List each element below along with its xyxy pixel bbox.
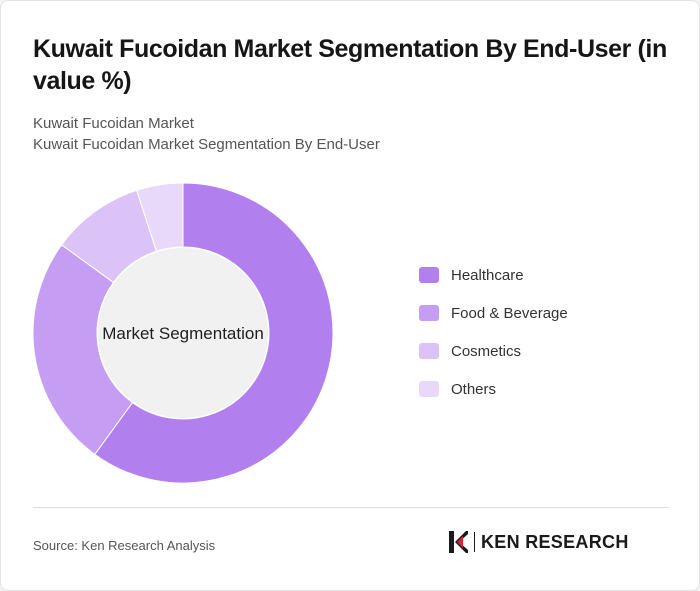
legend-swatch bbox=[419, 343, 439, 359]
legend-item-others: Others bbox=[419, 378, 568, 400]
legend-item-cosmetics: Cosmetics bbox=[419, 340, 568, 362]
donut-chart: Market Segmentation bbox=[32, 182, 334, 484]
donut-slice-healthcare bbox=[94, 182, 334, 484]
chart-title: Kuwait Fucoidan Market Segmentation By E… bbox=[33, 35, 667, 95]
legend-label: Healthcare bbox=[451, 266, 524, 284]
donut-slice-food-beverage bbox=[32, 244, 134, 456]
ken-research-k-logo-icon bbox=[449, 531, 468, 553]
brand: KEN RESEARCH bbox=[447, 529, 629, 555]
legend-swatch bbox=[419, 381, 439, 397]
subtitle-segmentation: Kuwait Fucoidan Market Segmentation By E… bbox=[33, 136, 380, 153]
legend-item-healthcare: Healthcare bbox=[419, 264, 568, 286]
donut-slice-others bbox=[136, 182, 184, 252]
legend-label: Others bbox=[451, 380, 497, 398]
subtitle-market: Kuwait Fucoidan Market bbox=[33, 115, 194, 132]
legend-label: Cosmetics bbox=[451, 342, 522, 360]
donut-center-label: Market Segmentation bbox=[102, 324, 264, 343]
footer-divider bbox=[33, 507, 669, 508]
brand-separator bbox=[474, 532, 475, 552]
donut-center bbox=[98, 248, 268, 418]
chart-legend: Healthcare Food & Beverage Cosmetics Others bbox=[419, 264, 568, 416]
legend-swatch bbox=[419, 305, 439, 321]
source-note: Source: Ken Research Analysis bbox=[33, 538, 216, 553]
brand-name: KEN RESEARCH bbox=[481, 531, 629, 552]
legend-item-food-beverage: Food & Beverage bbox=[419, 302, 568, 324]
legend-swatch bbox=[419, 267, 439, 283]
legend-label: Food & Beverage bbox=[451, 304, 568, 322]
